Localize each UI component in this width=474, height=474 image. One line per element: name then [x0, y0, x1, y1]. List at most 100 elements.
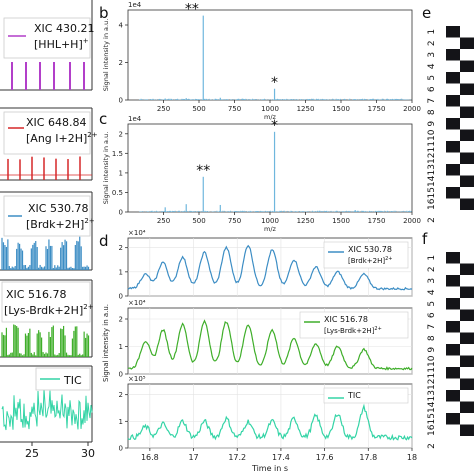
strip2-legend-box [3, 111, 91, 155]
panel-b-ylabel: Signal intensity in a.u. [102, 19, 110, 92]
grid-f-row-label: 12 [427, 379, 437, 390]
strip4-bars [1, 324, 90, 357]
grid-e-cell [446, 129, 460, 141]
panel-d-series1-legend-box [323, 241, 409, 269]
strip2-bars [0, 156, 92, 180]
strip3-label-line2: [Brdk+2H]2+ [26, 217, 95, 231]
panel-d-series1-exponent: ×10⁴ [128, 229, 146, 237]
strip2-label-line2: [Ang I+2H]2+ [26, 131, 98, 145]
grid-f-cell [446, 344, 460, 356]
grid-e-row-label: 1 [427, 29, 437, 35]
grid-f-cell [446, 378, 460, 390]
grid-e-row-label: 10 [427, 129, 437, 141]
panel-b-xtick-label: 250 [157, 105, 170, 113]
panel-letter-b: b [99, 4, 109, 22]
grid-f-cell [446, 298, 460, 310]
grid-f-cell [446, 252, 460, 264]
panel-c-xtick-label: 1500 [332, 217, 350, 225]
grid-e-cell [446, 49, 460, 61]
grid-e-cell [446, 37, 460, 49]
grid-f-cell [460, 286, 474, 298]
panel-d-xtick-label: 17.6 [316, 453, 334, 462]
panel-d-xtick-label: 18 [407, 453, 417, 462]
grid-e-cell [446, 198, 460, 210]
panel-c-spectrum: 250 500 750 1000 1250 1500 1750 2000 0 0.5 1 1.5 2 1e… [102, 115, 421, 233]
panel-b-spectrum: 250 500 750 1000 1250 1500 1750 2000 0 2 4 1e4 m/z Si… [102, 1, 421, 121]
panel-d-xic-traces: 0 1 2 ×10⁴ XIC 530.78 [Brdk+2H]2+ 0 1 2 ×10⁴ XIC 5… [102, 229, 417, 473]
grid-e-cell [460, 187, 474, 199]
panel-letter-d: d [99, 232, 109, 250]
grid-f-cell [460, 367, 474, 379]
panel-b-annotation: ** [185, 2, 199, 18]
grid-f-cell [446, 332, 460, 344]
grid-f-cell [460, 321, 474, 333]
grid-e-cell [460, 106, 474, 118]
grid-e-row-label: 12 [427, 153, 437, 164]
panel-d-series2-legend-ion: [Lys-Brdk+2H]2+ [324, 326, 382, 335]
strip3-label-line1: XIC 530.78 [28, 202, 88, 215]
grid-e-row-label: 11 [427, 141, 437, 152]
grid-f-cell [460, 390, 474, 402]
grid-f-cell [446, 286, 460, 298]
grid-f-row-label: 6 [427, 312, 437, 318]
panel-c-annotation: ** [196, 163, 210, 179]
grid-e-row-label: 13 [427, 164, 437, 175]
panel-d-series2-ytick-label: 1 [119, 343, 123, 351]
panel-b-ytick-label: 0 [119, 97, 123, 105]
grid-e-cell [446, 175, 460, 187]
strip3-bars [1, 236, 90, 270]
panel-d-series3-trace [127, 403, 413, 441]
grid-e-cell [460, 95, 474, 107]
grid-f-cell [446, 263, 460, 275]
panel-c-annotation: * [271, 118, 278, 134]
panel-c-ytick-label: 0.5 [112, 189, 123, 197]
panel-b-annotation: * [271, 75, 278, 91]
grid-e-cell [446, 83, 460, 95]
grid-e-row-label: 7 [427, 98, 437, 104]
grid-f-row-label: 15 [427, 413, 437, 424]
grid-f-row-label: 7 [427, 324, 437, 330]
grid-e-cell [460, 72, 474, 84]
left-strip-1: XIC 430.21 [HHL+H]+ [0, 0, 94, 91]
grid-f-cell [460, 252, 474, 264]
grid-f-cell [460, 275, 474, 287]
panel-d-series2-trace [128, 319, 413, 371]
panel-d-xtick-label: 16.8 [141, 453, 159, 462]
panel-b-xtick-label: 1750 [368, 105, 386, 113]
panel-c-ytick-label: 0 [119, 209, 123, 217]
panel-d-series3-ytick-label: 1 [119, 418, 123, 426]
left-xtick-30: 30 [81, 447, 95, 460]
grid-f-cell [460, 401, 474, 413]
panel-d-series2-legend-name: XIC 516.78 [324, 315, 368, 324]
grid-f-cell [460, 413, 474, 425]
panel-d-series1-legend-ion: [Brdk+2H]2+ [348, 256, 392, 265]
grid-f-row-label: 2 [427, 266, 437, 272]
panel-b-ytick-label: 2 [119, 59, 123, 67]
panel-d-series2-exponent: ×10⁴ [128, 299, 146, 307]
panel-b-xtick-label: 1500 [332, 105, 350, 113]
grid-e-row-label: 8 [427, 109, 437, 115]
panel-c-xtick-label: 250 [157, 217, 170, 225]
grid-e-cell [446, 95, 460, 107]
left-strip-3: XIC 530.78 [Brdk+2H]2+ [0, 191, 95, 271]
grid-e-cell [446, 26, 460, 38]
grid-e-cell [446, 106, 460, 118]
grid-e-cell [446, 72, 460, 84]
grid-e-cell [460, 49, 474, 61]
panel-d-series3-exponent: ×10⁵ [128, 375, 146, 383]
panel-b-xtick-label: 500 [192, 105, 205, 113]
panel-d-series1-legend-name: XIC 530.78 [348, 245, 392, 254]
grid-f-cell [446, 367, 460, 379]
grid-f-cell [460, 344, 474, 356]
grid-e-cell [446, 152, 460, 164]
grid-f-cell [460, 298, 474, 310]
grid-e-corner-label: 2 [427, 217, 437, 223]
panel-letter-e: e [422, 4, 431, 22]
panel-c-xtick-label: 1250 [297, 217, 315, 225]
panel-b-xlabel: m/z [264, 113, 277, 121]
grid-f-cell [446, 424, 460, 436]
panel-d-xtick-label: 17.2 [228, 453, 246, 462]
panel-letter-f: f [422, 230, 428, 248]
panel-b-xtick-label: 2000 [403, 105, 421, 113]
panel-b-xtick-label: 1250 [297, 105, 315, 113]
